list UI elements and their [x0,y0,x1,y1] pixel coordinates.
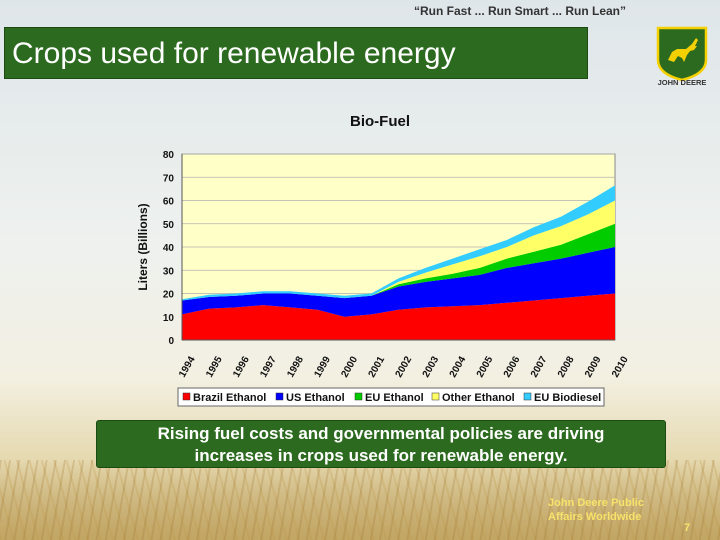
y-tick-label: 60 [163,197,175,208]
area-series-us-ethanol [182,247,615,317]
legend-swatch [275,392,284,401]
x-tick-label: 1997 [258,354,279,379]
x-tick-label: 2007 [529,354,550,379]
legend-swatch [431,392,440,401]
x-tick-label: 2005 [475,354,496,379]
x-tick-label: 2004 [448,354,469,379]
legend-label: Brazil Ethanol [193,392,266,404]
x-tick-label: 1995 [204,354,225,379]
footer-line-1: John Deere Public [548,497,644,509]
area-series-other-ethanol [182,200,615,301]
x-tick-label: 2008 [556,354,577,379]
area-series-eu-ethanol [182,223,615,301]
wheat-field-background [0,460,720,540]
caption-box: Rising fuel costs and governmental polic… [96,420,666,468]
y-tick-label: 0 [168,336,174,347]
y-tick-label: 10 [163,313,175,324]
y-tick-label: 80 [163,150,175,161]
logo-wordmark: JOHN DEERE [658,78,707,86]
x-tick-label: 1998 [285,354,306,379]
footer-line-2: Affairs Worldwide [548,511,642,523]
legend-label: US Ethanol [286,392,345,404]
deer-logo-icon: JOHN DEERE [656,26,708,87]
y-tick-label: 20 [163,290,175,301]
y-tick-label: 70 [163,173,175,184]
x-tick-label: 2009 [583,354,604,379]
y-tick-label: 50 [163,220,175,231]
x-tick-label: 2000 [339,354,360,379]
x-tick-label: 2010 [610,354,631,379]
slide-title: Crops used for renewable energy [12,37,456,70]
y-axis-title: Liters (Billions) [136,203,150,290]
caption-line-1: Rising fuel costs and governmental polic… [157,424,605,443]
y-tick-label: 40 [163,243,175,254]
legend-label: EU Biodiesel [534,392,601,404]
y-tick-label: 30 [163,266,175,277]
x-tick-label: 2001 [367,354,388,379]
x-tick-label: 1996 [231,354,252,379]
x-tick-label: 1999 [312,354,333,379]
chart-title: Bio-Fuel [350,113,410,130]
legend-label: EU Ethanol [365,392,424,404]
page-number: 7 [684,522,691,534]
legend-swatch [182,392,191,401]
x-tick-label: 2006 [502,354,523,379]
john-deere-logo: JOHN DEERE [650,22,714,87]
footer-credit: John Deere Public Affairs Worldwide [548,496,658,524]
legend-label: Other Ethanol [442,392,515,404]
x-tick-label: 2002 [394,354,415,379]
legend-swatch [354,392,363,401]
x-tick-label: 2003 [421,354,442,379]
caption-line-2: increases in crops used for renewable en… [194,446,568,465]
x-tick-label: 1994 [177,354,198,379]
legend-box [177,387,605,407]
title-bar: Crops used for renewable energy [4,27,588,79]
area-series-brazil-ethanol [182,293,615,340]
legend-swatch [523,392,532,401]
slide-tagline: “Run Fast ... Run Smart ... Run Lean” [413,4,626,18]
